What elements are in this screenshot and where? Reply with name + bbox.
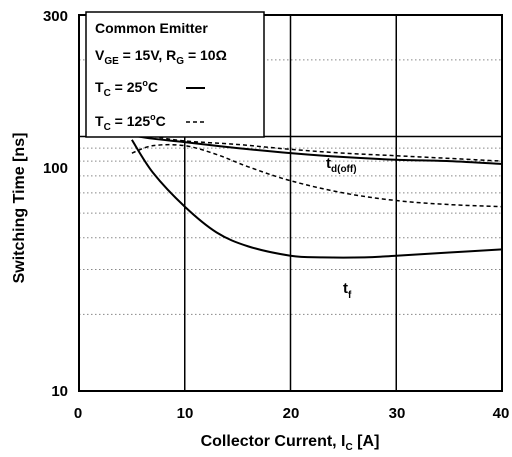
- legend-box: [85, 11, 265, 138]
- y-tick-label-10: 10: [51, 383, 68, 400]
- legend: Common Emitter VGE = 15V, RG = 10Ω TC = …: [85, 11, 265, 138]
- series-line-0: [131, 134, 503, 165]
- series-line-3: [131, 143, 503, 208]
- curve-label-td-off: td(off): [326, 155, 357, 175]
- curve-label-tf: tf: [343, 280, 352, 301]
- legend-entry-125c: TC = 125oC: [95, 112, 166, 133]
- legend-conditions: VGE = 15V, RG = 10Ω: [95, 47, 227, 67]
- x-tick-label-40: 40: [493, 405, 510, 422]
- x-tick-label-0: 0: [74, 405, 82, 422]
- series-line-2: [131, 139, 503, 259]
- plot-frame: [78, 14, 503, 392]
- x-tick-label-20: 20: [283, 405, 300, 422]
- legend-entry-25c: TC = 25oC: [95, 78, 158, 99]
- x-axis-title: Collector Current, IC [A]: [201, 433, 380, 453]
- series-group: [131, 131, 503, 259]
- y-axis-title: Switching Time [ns]: [11, 133, 28, 284]
- x-tick-label-30: 30: [389, 405, 406, 422]
- legend-title: Common Emitter: [95, 20, 208, 36]
- series-line-1: [131, 131, 503, 162]
- y-tick-label-300: 300: [43, 8, 68, 25]
- x-tick-label-10: 10: [177, 405, 194, 422]
- y-tick-label-100: 100: [43, 160, 68, 177]
